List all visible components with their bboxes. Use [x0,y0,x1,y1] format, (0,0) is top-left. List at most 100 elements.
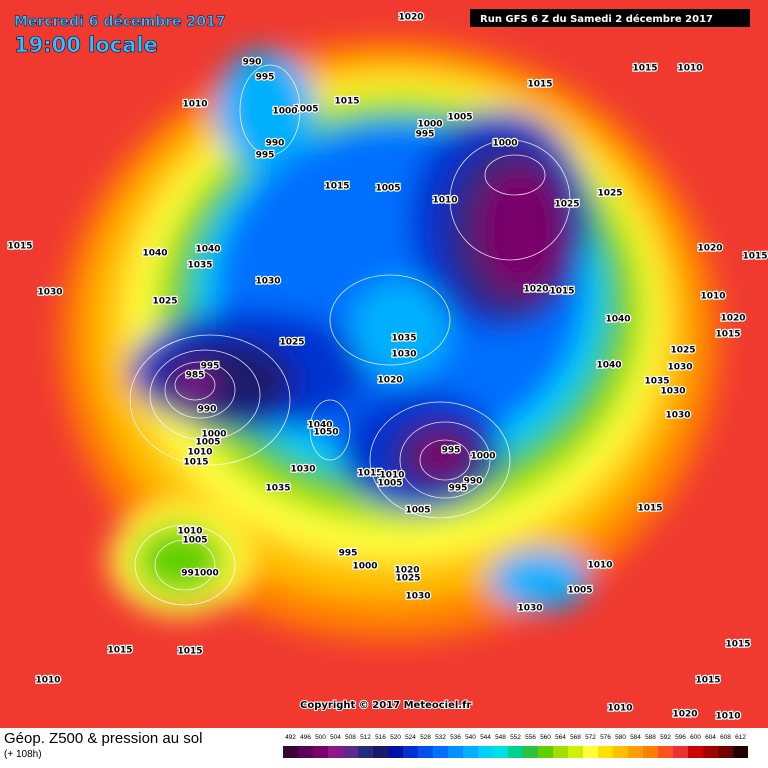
isobar-label: 1005 [405,506,430,516]
scale-swatch [493,746,508,758]
footer-title: Géop. Z500 & pression au sol [4,730,203,747]
isobar-label: 1030 [37,288,62,298]
isobar-label: 1040 [596,361,621,371]
scale-swatch [658,746,673,758]
date: Mercredi 6 décembre 2017 [14,14,226,30]
isobar-label: 1015 [324,182,349,192]
scale-swatch [298,746,313,758]
isobar-label: 1015 [107,646,132,656]
isobar-label: 1000 [417,120,442,130]
scale-value: 576 [600,734,611,741]
isobar-label: 1015 [725,640,750,650]
isobar-label: 995 [442,446,461,456]
scale-value: 520 [390,734,401,741]
scale-swatch [433,746,448,758]
isobar-label: 995 [256,73,275,83]
isobar-label: 1015 [742,252,767,262]
scale-value: 604 [705,734,716,741]
isobar-label: 1015 [334,97,359,107]
isobar-label: 1010 [607,704,632,714]
isobar-label: 1015 [357,469,382,479]
scale-value: 596 [675,734,686,741]
scale-value: 608 [720,734,731,741]
scale-value: 528 [420,734,431,741]
isobar-label: 1025 [670,346,695,356]
isobar-label: 990 [266,139,285,149]
scale-swatch [733,746,748,758]
isobar-label: 1015 [7,242,32,252]
scale-swatch [673,746,688,758]
isobar-label: 1005 [567,586,592,596]
map: Mercredi 6 décembre 2017 19:00 locale Ru… [0,0,768,728]
isobar-label: 1040 [195,245,220,255]
scale-value: 572 [585,734,596,741]
copyright: Copyright © 2017 Meteociel.fr [300,700,471,711]
isobars [129,64,571,606]
scale-swatch [718,746,733,758]
scale-swatch [583,746,598,758]
isobar-label: 995 [201,362,220,372]
isobar-label: 1010 [177,527,202,537]
scale-value: 580 [615,734,626,741]
scale-value: 524 [405,734,416,741]
scale-value: 556 [525,734,536,741]
run: Run GFS 6 Z du Samedi 2 décembre 2017 [480,13,713,25]
scale-swatch [508,746,523,758]
isobar-label: 1020 [523,285,548,295]
scale-swatch [313,746,328,758]
scale-value: 492 [285,734,296,741]
isobar-label: 1025 [152,297,177,307]
isobar-label: 1000 [272,107,297,117]
isobar-label: 1010 [432,196,457,206]
isobar-label: 1020 [398,13,423,23]
isobar-label: 1010 [715,712,740,722]
scale-swatch [643,746,658,758]
isobar-label: 985 [186,371,205,381]
scale-value: 512 [360,734,371,741]
scale-value: 496 [300,734,311,741]
isobar-label: 1010 [700,292,725,302]
isobar-label: 1040 [307,421,332,431]
height-field [60,40,720,640]
scale-swatch [523,746,538,758]
scale-value: 584 [630,734,641,741]
isobar-label: 1025 [597,189,622,199]
scale-swatch [628,746,643,758]
scale-swatch [418,746,433,758]
scale-swatch [463,746,478,758]
isobar-label: 990 [464,477,483,487]
isobar-label: 1010 [182,100,207,110]
scale-value: 500 [315,734,326,741]
isobar-label: 990 [198,405,217,415]
isobar-label: 1030 [665,411,690,421]
isobar-label: 1010 [677,64,702,74]
scale-swatch [343,746,358,758]
isobar-label: 1005 [182,536,207,546]
scale-swatch [478,746,493,758]
isobar-label: 1010 [187,448,212,458]
scale-swatch [568,746,583,758]
scale-value: 548 [495,734,506,741]
scale-value: 592 [660,734,671,741]
isobar-label: 991000 [181,569,219,579]
scale-value: 508 [345,734,356,741]
isobar-label: 1030 [667,363,692,373]
scale-swatch [538,746,553,758]
isobar-label: 1050 [313,428,338,438]
isobar-label: 1000 [352,562,377,572]
scale-swatch [688,746,703,758]
isobar-label: 1015 [527,80,552,90]
run-box [470,9,750,27]
isobar-label: 1035 [265,484,290,494]
scale-value: 600 [690,734,701,741]
scale-value: 540 [465,734,476,741]
isobar-label: 990 [243,58,262,68]
isobar-label: 995 [416,130,435,140]
isobar-label: 1015 [632,64,657,74]
scale-swatch [598,746,613,758]
scale-value: 560 [540,734,551,741]
isobar-label: 1010 [587,561,612,571]
scale-swatch [403,746,418,758]
isobar-label: 1020 [672,710,697,720]
scale-value: 544 [480,734,491,741]
